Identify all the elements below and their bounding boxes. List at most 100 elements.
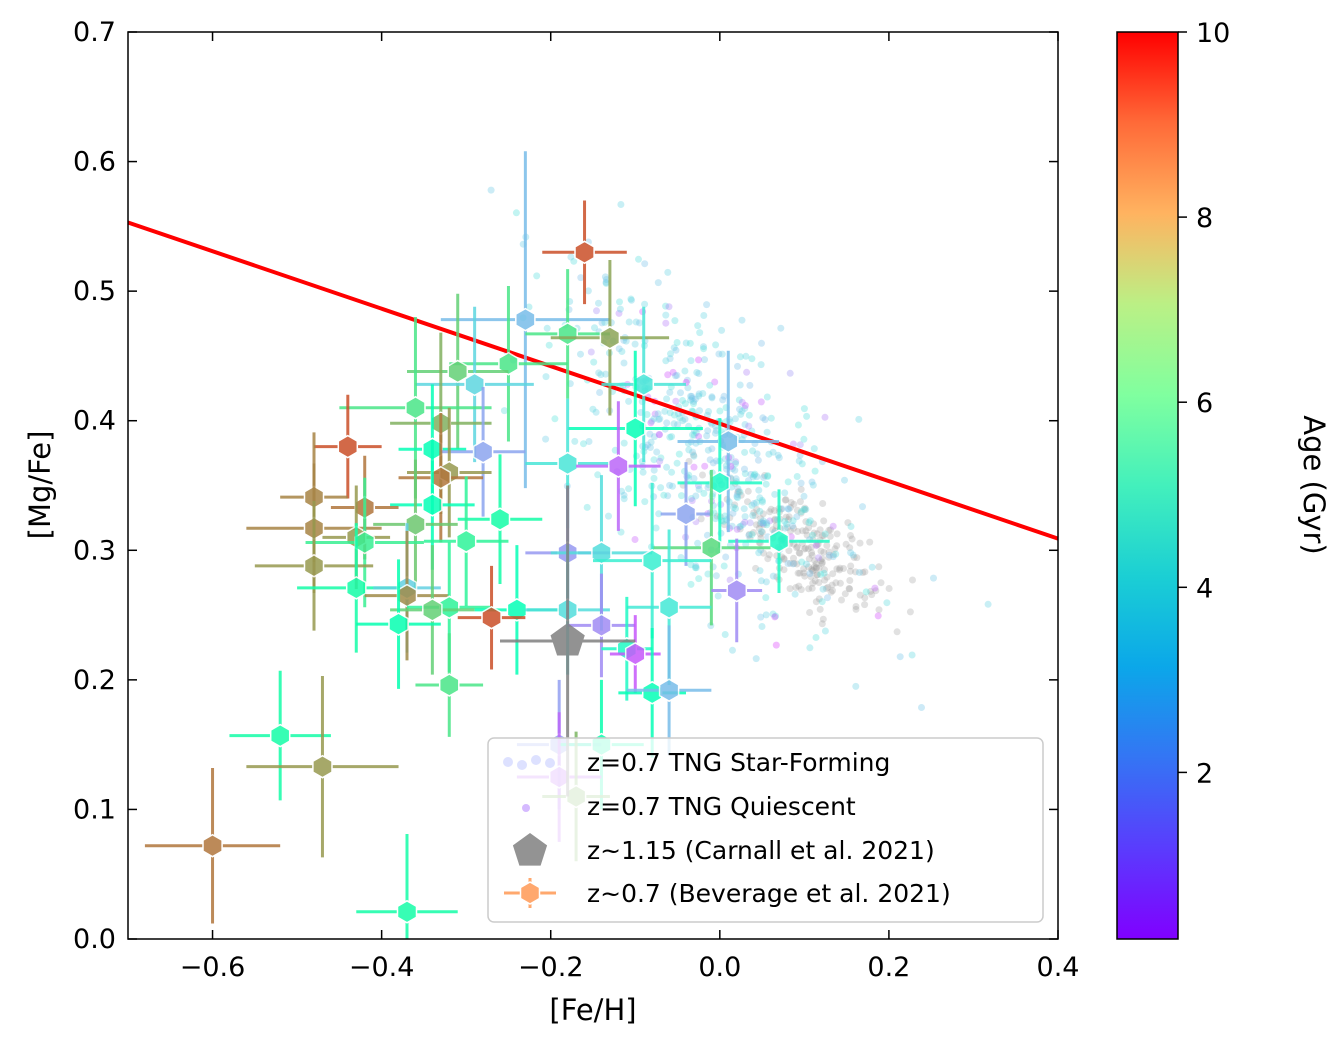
tng-star-forming-point [745,411,753,419]
beverage-point [356,834,458,939]
tng-quiescent-point [830,551,837,559]
tng-star-forming-point [732,458,740,466]
colorbar-tick-label: 4 [1196,573,1213,604]
tng-star-forming-point [745,422,753,430]
tng-star-forming-point [696,329,704,337]
tng-quiescent-point [821,566,828,574]
tng-quiescent-point [812,564,820,571]
tng-quiescent-point [820,532,828,539]
tng-star-forming-point [832,550,840,558]
tng-star-forming-point [793,473,801,480]
tng-star-forming-point [797,508,805,516]
y-tick-label: 0.0 [73,924,116,955]
tng-star-forming-point [720,392,728,400]
tng-star-forming-point [729,503,737,511]
tng-star-forming-point [738,398,746,406]
tng-star-forming-point [829,553,837,561]
tng-star-forming-point [739,520,747,528]
tng-star-forming-point [746,519,754,527]
tng-star-forming-point [736,405,743,413]
tng-quiescent-point [813,571,821,579]
tng-star-forming-point [666,433,674,441]
beverage-marker [591,541,612,565]
tng-quiescent-point [734,488,742,496]
tng-star-forming-point [733,525,741,533]
tng-quiescent-point [785,547,793,555]
tng-quiescent-point [790,554,797,562]
plot-frame [127,31,1059,940]
x-tick-label: −0.6 [180,952,246,983]
tng-star-forming-point [701,356,708,364]
beverage-point [254,501,374,631]
tng-star-forming-point [704,446,712,454]
tng-star-forming-point [762,611,770,619]
tng-star-forming-point [620,491,628,499]
tng-quiescent-point [771,516,779,524]
tng-star-forming-point [847,549,855,557]
tng-star-forming-point [818,598,826,606]
tng-star-forming-point [764,473,772,480]
tng-star-forming-point [670,420,678,428]
tng-star-forming-point [685,446,693,454]
tng-star-forming-point [757,398,765,406]
tng-star-forming-point [662,302,670,310]
tng-quiescent-point [875,606,883,614]
tng-star-forming-point [771,613,779,621]
tng-star-forming-point [749,512,757,519]
tng-star-forming-point [841,476,848,484]
tng-star-forming-point [657,484,665,492]
tng-star-forming-point [772,641,780,649]
tng-star-forming-point [664,268,672,276]
colorbar-tick-label: 8 [1196,203,1213,234]
x-tick-label: −0.2 [518,952,584,983]
tng-star-forming-point [734,494,742,502]
tng-quiescent-point [859,569,867,576]
tng-star-forming-point [781,524,789,532]
tng-quiescent-point [756,530,764,538]
tng-quiescent-point [808,565,816,573]
tng-star-forming-point [758,623,766,630]
tng-quiescent-point [793,506,801,514]
tng-star-forming-point [728,522,736,530]
tng-quiescent-point [885,585,893,592]
tng-quiescent-point [794,543,801,551]
tng-star-forming-point [628,296,635,304]
tng-star-forming-point [789,440,797,448]
tng-quiescent-point [792,584,800,591]
tng-quiescent-point [846,567,854,575]
tng-star-forming-point [693,369,701,376]
beverage-marker [438,595,460,620]
tng-star-forming-point [673,339,681,346]
tng-star-forming-point [787,533,795,541]
tng-star-forming-point [868,563,876,571]
tng-star-forming-point [815,554,822,562]
tng-quiescent-point [818,532,826,540]
tng-quiescent-point [847,562,855,570]
tng-star-forming-point [681,400,689,408]
tng-quiescent-point [853,554,861,562]
tng-star-forming-point [589,405,597,413]
tng-quiescent-point [861,568,869,576]
tng-star-forming-point [737,410,745,418]
beverage-marker [396,899,418,924]
tng-quiescent-point [841,590,849,598]
tng-quiescent-point [690,451,698,459]
tng-star-forming-point [757,577,765,585]
tng-quiescent-point [810,563,818,571]
tng-star-forming-point [704,427,712,435]
tng-quiescent-point [823,573,831,581]
tng-star-forming-point [703,531,711,539]
tng-star-forming-point [729,646,736,654]
legend-marker-star-forming [517,760,527,770]
tng-star-forming-point [908,651,916,659]
x-tick-label: 0.4 [1037,952,1080,983]
carnall-marker [550,623,585,656]
tng-star-forming-point [751,470,759,478]
tng-star-forming-point [793,513,801,521]
beverage-point [576,401,661,531]
tng-quiescent-point [821,576,829,584]
tng-quiescent-point [720,521,728,529]
tng-star-forming-point [806,570,814,577]
tng-star-forming-point [701,462,709,470]
tng-quiescent-point [771,515,779,523]
